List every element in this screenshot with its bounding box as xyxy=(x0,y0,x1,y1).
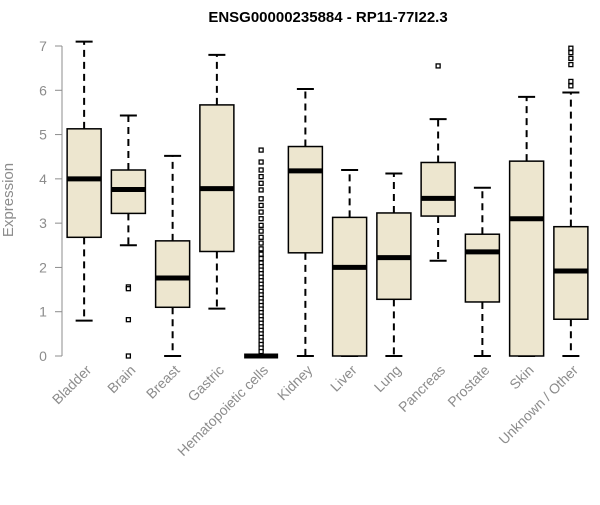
outlier-point xyxy=(568,49,574,56)
outlier-point xyxy=(125,286,132,292)
box-rect xyxy=(464,233,501,303)
x-tick-label: Gastric xyxy=(184,362,227,405)
y-tick-label: 7 xyxy=(39,38,47,54)
box-lung xyxy=(376,172,412,357)
outlier-point xyxy=(258,216,264,222)
outlier-point xyxy=(258,255,264,262)
outlier-point xyxy=(125,317,132,323)
box-rect xyxy=(331,216,368,357)
y-axis: 0 1 2 3 4 5 6 7 xyxy=(39,38,63,364)
outlier-point xyxy=(258,147,264,153)
x-tick-label: Bladder xyxy=(49,362,95,408)
box-kidney xyxy=(287,87,324,357)
outlier-point xyxy=(125,353,132,359)
outlier-point xyxy=(258,167,264,173)
outlier-point xyxy=(258,180,264,186)
x-tick-label: Skin xyxy=(506,362,537,393)
box-rect xyxy=(287,145,324,254)
outlier-point xyxy=(568,83,574,89)
x-tick-label: Unknown / Other xyxy=(495,362,581,448)
box-rect xyxy=(420,161,456,217)
box-brain xyxy=(110,114,147,359)
x-tick-label: Liver xyxy=(327,362,360,395)
outlier-point xyxy=(568,55,574,62)
y-tick-label: 5 xyxy=(39,127,47,143)
box-gastric xyxy=(199,53,235,310)
outlier-point xyxy=(568,61,574,68)
outlier-point xyxy=(258,196,264,202)
y-tick-label: 2 xyxy=(39,259,47,275)
outlier-point xyxy=(258,348,264,355)
box-pancreas xyxy=(420,63,456,262)
outlier-point xyxy=(258,202,264,209)
outlier-point xyxy=(258,228,264,234)
y-tick-label: 6 xyxy=(39,82,47,98)
x-tick-label: Brain xyxy=(104,362,138,396)
outlier-point xyxy=(258,173,264,180)
boxes-group xyxy=(66,40,589,359)
x-tick-label: Prostate xyxy=(444,362,492,410)
x-tick-label: Kidney xyxy=(274,362,316,404)
y-axis-label: Expression xyxy=(0,163,17,237)
y-tick-label: 3 xyxy=(39,215,47,231)
outlier-point xyxy=(258,246,264,252)
x-tick-label: Pancreas xyxy=(395,362,448,415)
box-rect xyxy=(199,104,235,253)
outlier-point xyxy=(435,63,441,69)
box-rect xyxy=(508,160,545,357)
y-tick-label: 1 xyxy=(39,304,47,320)
box-unknown-other xyxy=(553,45,589,357)
chart-title: ENSG00000235884 - RP11-77I22.3 xyxy=(208,9,447,26)
box-hematopoietic-cells xyxy=(244,147,279,359)
box-breast xyxy=(154,154,191,357)
outlier-point xyxy=(258,222,264,229)
outlier-point xyxy=(258,240,264,246)
box-rect xyxy=(154,240,191,309)
box-bladder xyxy=(66,40,102,322)
outlier-point xyxy=(258,209,264,215)
outlier-point xyxy=(258,234,264,240)
outlier-point xyxy=(258,159,264,165)
box-prostate xyxy=(464,186,501,357)
y-tick-label: 0 xyxy=(39,348,47,364)
outlier-point xyxy=(258,187,264,193)
y-tick-label: 4 xyxy=(39,171,47,187)
box-rect xyxy=(66,128,102,239)
x-tick-label: Breast xyxy=(143,362,183,402)
outlier-point xyxy=(568,78,574,85)
outlier-point xyxy=(568,45,574,51)
outlier-point xyxy=(258,251,264,257)
box-liver xyxy=(331,169,368,357)
box-skin xyxy=(508,95,545,357)
x-tick-label: Lung xyxy=(371,362,404,395)
